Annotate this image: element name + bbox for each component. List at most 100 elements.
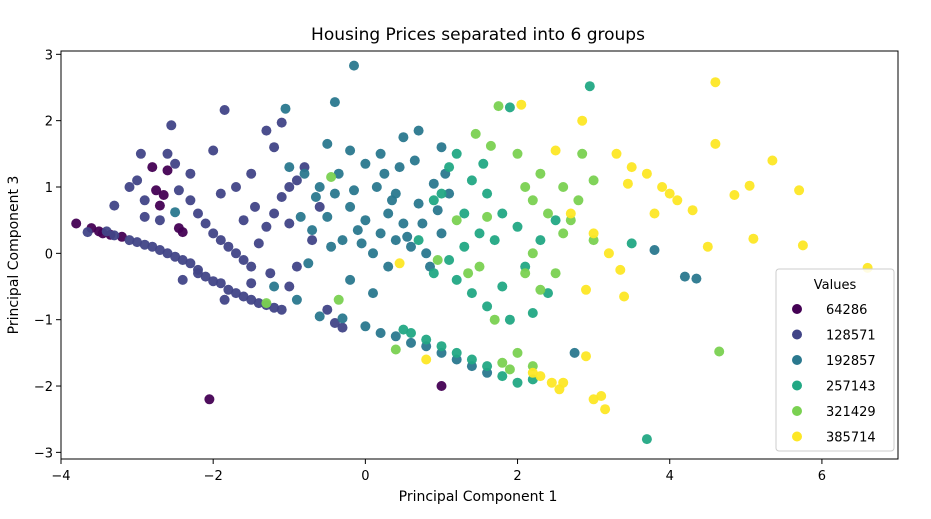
data-point (588, 228, 599, 239)
data-point (482, 301, 493, 312)
data-point (436, 228, 447, 239)
data-point (246, 278, 257, 289)
data-point (238, 291, 249, 302)
data-point (691, 273, 702, 284)
data-point (101, 226, 112, 237)
data-point (649, 208, 660, 219)
data-point (379, 168, 390, 179)
data-point (428, 178, 439, 189)
data-point (436, 381, 447, 391)
data-point (231, 288, 241, 299)
data-point (185, 168, 196, 179)
data-point (276, 117, 287, 128)
legend-label: 385714 (826, 431, 876, 446)
data-point (641, 168, 652, 179)
data-point (402, 231, 413, 242)
legend-marker (792, 380, 802, 391)
data-point (246, 168, 257, 179)
data-point (158, 190, 169, 200)
data-point (231, 248, 241, 259)
data-point (626, 238, 637, 249)
data-point (550, 268, 561, 279)
data-point (546, 377, 557, 388)
data-point (406, 328, 416, 338)
data-point (124, 235, 135, 246)
data-point (208, 145, 219, 156)
data-point (527, 248, 538, 259)
legend-marker (792, 329, 802, 340)
legend: Values 64286 128571 192857 257143 321429 3857… (775, 268, 895, 452)
data-point (200, 271, 211, 282)
data-point (611, 148, 622, 159)
data-point (497, 208, 508, 219)
data-point (451, 148, 462, 159)
data-point (497, 371, 508, 382)
data-point (269, 208, 280, 219)
legend-label: 321429 (826, 405, 876, 420)
data-point (687, 205, 698, 216)
data-point (451, 274, 462, 285)
legend-entries: 64286 128571 192857 257143 321429 385714 (792, 303, 876, 446)
data-point (208, 228, 219, 239)
data-point (280, 103, 291, 114)
data-point (466, 354, 477, 365)
data-point (436, 142, 447, 153)
data-point (147, 241, 158, 252)
y-tick-label: −3 (34, 446, 53, 461)
data-point (322, 138, 333, 149)
data-point (512, 347, 523, 358)
data-point (299, 168, 310, 179)
data-point (394, 162, 405, 173)
data-point (569, 347, 580, 358)
data-point (154, 245, 165, 255)
data-point (558, 377, 569, 388)
x-tick-label: 0 (361, 469, 369, 484)
x-axis-label: Principal Component 1 (399, 489, 558, 505)
data-point (276, 304, 287, 315)
data-point (679, 271, 690, 282)
data-point (573, 195, 584, 206)
data-point (485, 140, 496, 151)
data-point (714, 346, 725, 357)
data-point (504, 102, 515, 113)
data-points (71, 60, 873, 445)
data-point (657, 182, 668, 192)
legend-label: 192857 (826, 354, 876, 369)
data-point (398, 132, 409, 143)
data-point (584, 81, 595, 92)
data-point (337, 313, 348, 324)
data-point (276, 192, 287, 202)
data-point (489, 314, 500, 325)
data-point (337, 322, 348, 333)
data-point (504, 314, 515, 325)
data-point (139, 211, 150, 222)
data-point (116, 231, 127, 242)
data-point (356, 238, 367, 249)
data-point (151, 185, 162, 196)
data-point (219, 294, 230, 305)
data-point (310, 192, 321, 202)
data-point (413, 198, 424, 209)
data-point (390, 235, 401, 246)
data-point (543, 288, 553, 299)
data-point (314, 182, 325, 192)
x-axis-ticks: −4 −2 0 2 4 6 (51, 459, 826, 484)
y-tick-label: 0 (45, 247, 53, 262)
data-point (797, 240, 808, 251)
data-point (261, 125, 272, 136)
data-point (421, 354, 432, 365)
data-point (307, 225, 318, 236)
data-point (413, 235, 424, 246)
data-point (349, 185, 359, 196)
y-tick-label: 3 (45, 48, 53, 63)
data-point (748, 233, 759, 244)
data-point (250, 201, 260, 212)
data-point (432, 205, 443, 216)
y-axis-label: Principal Component 3 (6, 176, 22, 335)
legend-marker (792, 406, 802, 416)
data-point (398, 324, 409, 335)
data-point (417, 218, 428, 229)
data-point (535, 371, 546, 382)
data-point (444, 162, 455, 173)
